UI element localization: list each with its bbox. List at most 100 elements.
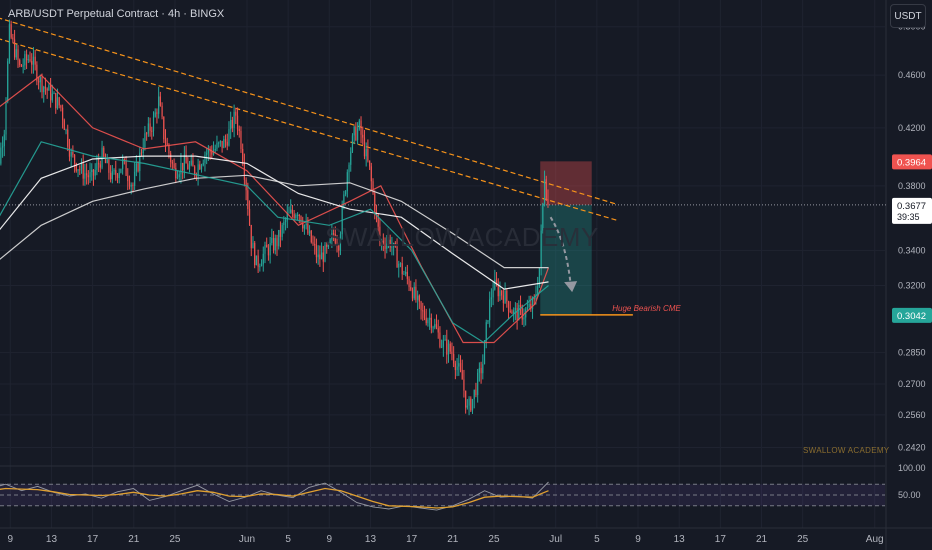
candle-body bbox=[355, 126, 357, 140]
trendlines bbox=[0, 17, 618, 221]
candle-body bbox=[247, 190, 249, 210]
candle-body bbox=[269, 243, 271, 256]
candle-body bbox=[140, 152, 143, 154]
candle-body bbox=[324, 244, 326, 262]
candle-body bbox=[199, 164, 201, 170]
candle-body bbox=[25, 54, 28, 61]
candle-body bbox=[49, 85, 52, 101]
candle-body bbox=[122, 159, 124, 169]
rsi-tick-label: 100.00 bbox=[898, 463, 926, 473]
candle-body bbox=[470, 398, 472, 411]
candle-body bbox=[473, 389, 475, 400]
candle-body bbox=[446, 339, 448, 355]
price-label-last-text: 0.3677 bbox=[897, 201, 926, 212]
candle-body bbox=[204, 154, 206, 163]
candle-body bbox=[547, 199, 549, 205]
rsi-tick-label: 50.00 bbox=[898, 490, 921, 500]
candle-body bbox=[290, 209, 292, 213]
candle-body bbox=[396, 246, 398, 268]
candle-body bbox=[197, 164, 199, 176]
candle-body bbox=[530, 303, 532, 310]
candle-body bbox=[86, 173, 88, 176]
candle-body bbox=[514, 307, 516, 311]
candle-body bbox=[183, 154, 185, 171]
candle-body bbox=[206, 153, 208, 155]
trendline-upper bbox=[0, 17, 618, 206]
candle-body bbox=[12, 37, 14, 40]
candle-body bbox=[336, 243, 338, 246]
candle-body bbox=[110, 172, 112, 180]
candle-body bbox=[77, 169, 79, 171]
candle-body bbox=[214, 148, 216, 151]
candle-body bbox=[370, 166, 372, 182]
candle-body bbox=[322, 252, 324, 262]
time-tick-label: 17 bbox=[406, 534, 418, 545]
candle-body bbox=[272, 238, 275, 251]
candle-body bbox=[108, 159, 110, 173]
candle-body bbox=[48, 85, 50, 91]
time-tick-label: 9 bbox=[635, 534, 641, 545]
candle-body bbox=[362, 134, 364, 138]
candle-body bbox=[379, 226, 381, 242]
candle-body bbox=[158, 96, 160, 114]
candle-body bbox=[439, 332, 441, 347]
candle-body bbox=[267, 247, 270, 256]
moving-averages bbox=[0, 74, 550, 344]
candle-body bbox=[329, 239, 331, 244]
candle-body bbox=[429, 317, 431, 320]
candle-body bbox=[62, 107, 64, 121]
candle-body bbox=[56, 97, 59, 109]
candle-body bbox=[218, 142, 220, 144]
candle-body bbox=[319, 254, 321, 260]
candle-body bbox=[116, 174, 119, 179]
candle-body bbox=[152, 116, 155, 132]
currency-button[interactable]: USDT bbox=[890, 4, 926, 28]
candle-body bbox=[353, 126, 355, 136]
candle-body bbox=[120, 168, 122, 173]
candle-body bbox=[123, 159, 125, 161]
candle-body bbox=[300, 216, 302, 223]
candle-body bbox=[43, 86, 45, 93]
price-tick-label: 0.3400 bbox=[898, 245, 926, 255]
time-tick-label: 25 bbox=[169, 534, 181, 545]
candle-body bbox=[106, 159, 108, 164]
candle-body bbox=[295, 215, 297, 218]
candle-body bbox=[391, 246, 393, 248]
candle-body bbox=[384, 245, 386, 249]
time-tick-label: 17 bbox=[87, 534, 99, 545]
candle-body bbox=[315, 245, 318, 258]
price-tick-label: 0.2420 bbox=[898, 442, 926, 452]
candle-body bbox=[82, 163, 84, 179]
candle-body bbox=[29, 59, 31, 62]
candle-body bbox=[132, 184, 134, 186]
candle-body bbox=[111, 171, 113, 180]
candle-body bbox=[3, 134, 5, 147]
time-tick-label: 25 bbox=[488, 534, 500, 545]
candle-body bbox=[418, 295, 420, 302]
price-tick-label: 0.3200 bbox=[898, 280, 926, 290]
candle-body bbox=[451, 351, 453, 354]
candle-body bbox=[288, 212, 290, 214]
candle-body bbox=[411, 289, 414, 299]
candle-body bbox=[39, 77, 41, 83]
candle-body bbox=[480, 367, 482, 374]
candle-body bbox=[490, 297, 492, 300]
candle-body bbox=[344, 191, 347, 195]
price-label-stop bbox=[892, 154, 932, 170]
candle-body bbox=[422, 310, 424, 312]
candle-body bbox=[286, 212, 288, 221]
candle-body bbox=[254, 242, 256, 266]
candle-body bbox=[13, 39, 16, 58]
candle-body bbox=[327, 243, 330, 247]
candle-body bbox=[84, 173, 86, 179]
candle-body bbox=[367, 149, 369, 161]
candle-body bbox=[276, 238, 278, 247]
candle-body bbox=[492, 289, 494, 298]
candle-body bbox=[314, 243, 316, 246]
annotations: Huge Bearish CME bbox=[540, 216, 681, 316]
candle-body bbox=[386, 243, 388, 249]
candle-body bbox=[494, 279, 496, 290]
candle-body bbox=[332, 233, 335, 235]
